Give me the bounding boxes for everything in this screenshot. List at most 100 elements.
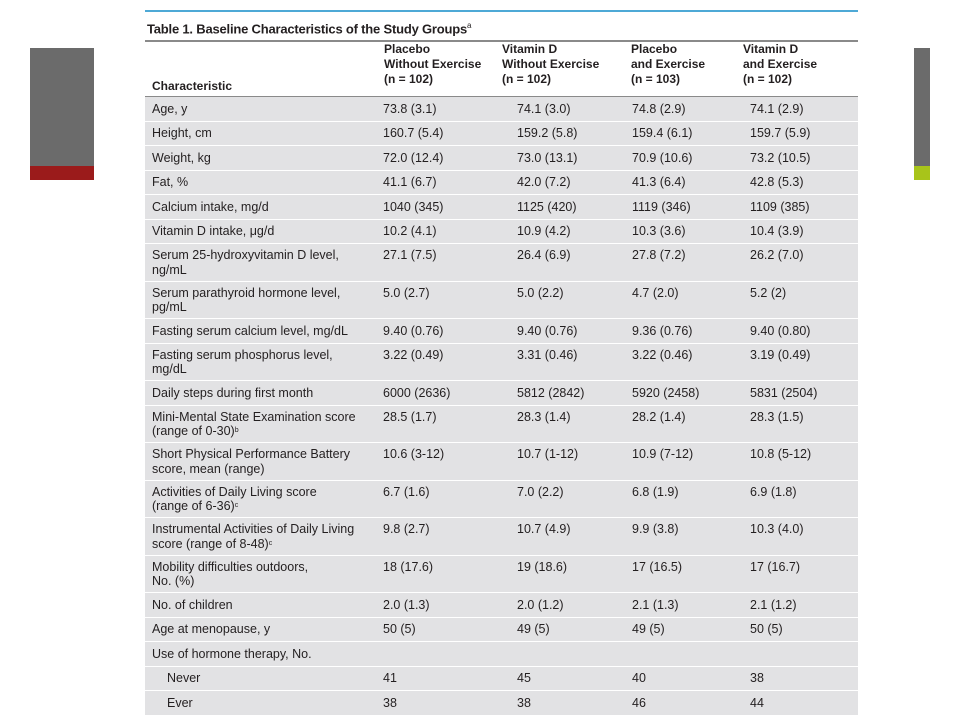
- row-value-group-4: 3.19 (0.49): [750, 347, 811, 362]
- table-row: Serum parathyroid hormone level, pg/mL 5.0…: [145, 281, 858, 319]
- row-label: Age at menopause, y: [145, 618, 382, 642]
- baseline-characteristics-table: Table 1. Baseline Characteristics of the…: [145, 10, 858, 716]
- row-label-text: Mini-Mental State Examination score: [152, 409, 356, 424]
- row-value-group-4: 26.2 (7.0): [750, 248, 804, 262]
- row-label-line: score (range of 8-48)c: [152, 537, 382, 552]
- row-value-group-3: 3.22 (0.46): [632, 347, 693, 362]
- row-value-group-4: 2.1 (1.2): [750, 597, 797, 612]
- row-value-group-1: 9.40 (0.76): [383, 323, 444, 338]
- title-footnote: a: [467, 21, 472, 30]
- row-label: Use of hormone therapy, No.: [145, 642, 382, 666]
- table-title-text: Table 1. Baseline Characteristics of the…: [147, 21, 468, 37]
- row-value-group-4: 1109 (385): [750, 199, 810, 214]
- row-label-text: Fasting serum calcium level, mg/dL: [152, 323, 348, 338]
- row-value-group-4: 6.9 (1.8): [750, 484, 797, 499]
- row-value-group-3: 49 (5): [632, 622, 665, 636]
- title-rule: [145, 40, 858, 42]
- row-value-group-2: 19 (18.6): [517, 559, 568, 574]
- row-value-group-3: 4.7 (2.0): [632, 285, 679, 300]
- row-value-group-3: 10.9 (7-12): [632, 447, 694, 461]
- row-value-group-2: 7.0 (2.2): [517, 484, 564, 499]
- row-label-line: Fasting serum phosphorus level,: [152, 348, 382, 363]
- row-footnote: c: [268, 539, 273, 547]
- row-label-line: (range of 0-30)b: [152, 424, 382, 439]
- row-label-text: Serum 25-hydroxyvitamin D level,: [152, 248, 339, 262]
- row-value-group-1: 3.22 (0.49): [383, 347, 444, 362]
- table-row: Instrumental Activities of Daily Living s…: [145, 518, 858, 556]
- table-row: Use of hormone therapy, No.: [145, 642, 858, 667]
- row-value-group-2: 10.9 (4.2): [517, 224, 571, 238]
- row-value-group-2: 2.0 (1.2): [517, 597, 564, 612]
- row-label-text: Fat, %: [152, 175, 189, 189]
- row-label: Mini-Mental State Examination score (rang…: [145, 406, 382, 443]
- header-group-1-line2: Without Exercise: [384, 57, 482, 71]
- table-row: Age at menopause, y 50 (5) 49 (5) 49 (5) 50 …: [145, 617, 858, 642]
- row-value-group-3: 6.8 (1.9): [632, 484, 679, 499]
- row-value-group-2: 73.0 (13.1): [517, 150, 578, 165]
- row-value-group-4: 44: [750, 695, 764, 710]
- row-label-text: Never: [167, 671, 201, 685]
- header-group-2: Vitamin D Without Exercise (n = 102): [500, 42, 629, 96]
- row-value-group-3: 41.3 (6.4): [632, 175, 686, 189]
- row-value-group-4: [741, 642, 858, 666]
- row-label-text: Height, cm: [152, 126, 212, 140]
- row-label-line: Daily steps during first month: [152, 386, 382, 401]
- row-label: Fat, %: [145, 171, 382, 195]
- header-group-2-line1: Vitamin D: [502, 42, 558, 56]
- row-value-group-3: 9.9 (3.8): [632, 522, 679, 536]
- row-value-group-2: 1125 (420): [517, 199, 577, 214]
- header-group-3-line1: Placebo: [631, 42, 678, 56]
- table-row: Vitamin D intake, μg/d 10.2 (4.1) 10.9 (4.…: [145, 219, 858, 244]
- row-value-group-2: 42.0 (7.2): [517, 175, 571, 189]
- row-label-text: (range of 6-36): [152, 499, 235, 513]
- row-label-line: score, mean (range): [152, 462, 382, 477]
- row-value-group-1: 28.5 (1.7): [383, 409, 437, 424]
- row-label-text: Serum parathyroid hormone level,: [152, 285, 341, 300]
- left-gray-bar: [30, 48, 94, 166]
- table-header: Characteristic Placebo Without Exercise …: [145, 42, 858, 97]
- row-label-line: Calcium intake, mg/d: [152, 200, 382, 215]
- row-value-group-2: 28.3 (1.4): [517, 409, 571, 424]
- row-label-text: pg/mL: [152, 300, 187, 314]
- row-label-text: Mobility difficulties outdoors,: [152, 559, 309, 574]
- header-group-3-line2: and Exercise: [631, 57, 706, 71]
- row-label-line: pg/mL: [152, 300, 382, 315]
- row-label: Instrumental Activities of Daily Living s…: [145, 518, 382, 555]
- row-value-group-3: 27.8 (7.2): [632, 248, 686, 262]
- row-value-group-4: 159.7 (5.9): [750, 126, 811, 140]
- row-value-group-3: 159.4 (6.1): [632, 126, 693, 140]
- row-value-group-2: 159.2 (5.8): [517, 126, 578, 140]
- row-value-group-4: 42.8 (5.3): [750, 175, 804, 189]
- row-label-line: Height, cm: [152, 126, 382, 141]
- row-label: Fasting serum phosphorus level, mg/dL: [145, 344, 382, 381]
- row-label-text: Use of hormone therapy, No.: [152, 646, 312, 661]
- row-label-text: Short Physical Performance Battery: [152, 447, 350, 461]
- row-value-group-1: 18 (17.6): [383, 559, 434, 574]
- table-row: Fat, % 41.1 (6.7) 42.0 (7.2) 41.3 (6.4) 42.8…: [145, 170, 858, 195]
- row-label: No. of children: [145, 593, 382, 617]
- row-value-group-3: 74.8 (2.9): [632, 101, 686, 116]
- header-group-4-line2: and Exercise: [743, 57, 818, 71]
- row-value-group-4: 5.2 (2): [750, 285, 787, 300]
- table-row: Age, y 73.8 (3.1) 74.1 (3.0) 74.8 (2.9) 74.1…: [145, 97, 858, 122]
- row-label-line: (range of 6-36)c: [152, 499, 382, 514]
- row-label: Weight, kg: [145, 146, 382, 170]
- table-row: Fasting serum phosphorus level, mg/dL 3.22…: [145, 343, 858, 381]
- row-value-group-4: 38: [750, 671, 764, 685]
- table-row: Calcium intake, mg/d 1040 (345) 1125 (420)…: [145, 195, 858, 220]
- row-value-group-1: 10.2 (4.1): [383, 224, 437, 238]
- row-label-line: Serum parathyroid hormone level,: [152, 286, 382, 301]
- header-group-1-line1: Placebo: [384, 42, 431, 56]
- row-label-line: Instrumental Activities of Daily Living: [152, 522, 382, 537]
- row-label-line: ng/mL: [152, 263, 382, 278]
- row-value-group-3: 10.3 (3.6): [632, 224, 686, 238]
- row-label: Daily steps during first month: [145, 381, 382, 405]
- row-value-group-1: 50 (5): [383, 622, 416, 636]
- table-row: Activities of Daily Living score (range o…: [145, 480, 858, 518]
- table-row: Weight, kg 72.0 (12.4) 73.0 (13.1) 70.9 (10…: [145, 146, 858, 171]
- row-label-line: mg/dL: [152, 362, 382, 377]
- row-label-text: Weight, kg: [152, 150, 211, 165]
- header-characteristic: Characteristic: [152, 79, 233, 93]
- table-row: Height, cm 160.7 (5.4) 159.2 (5.8) 159.4 (6…: [145, 121, 858, 146]
- row-label-text: Ever: [167, 695, 193, 710]
